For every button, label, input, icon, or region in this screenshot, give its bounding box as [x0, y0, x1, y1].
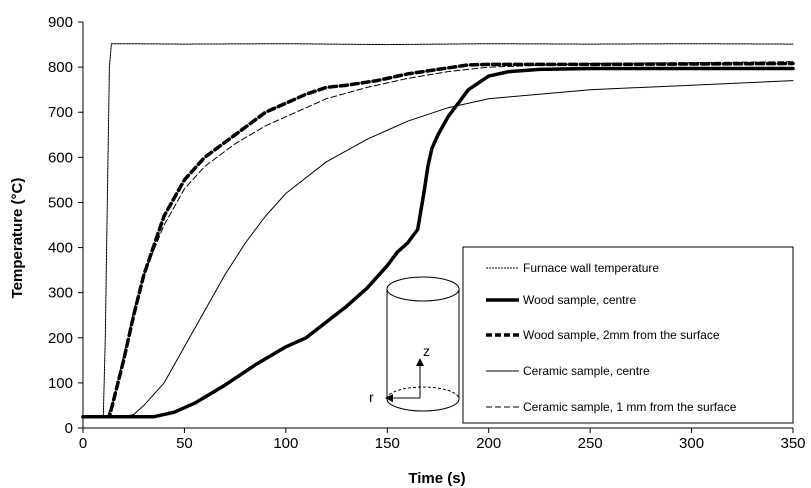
y-tick-label: 500 [48, 194, 73, 211]
tick-layer: 0 50 100 150 200 250 300 350 0 100 200 300 400 500 600… [48, 14, 806, 452]
series-layer [81, 43, 795, 419]
series-line-wood-sample-centre [81, 66, 795, 419]
series-line-wood-sample-2mm-from-the-surface [81, 61, 795, 419]
inset-label-r: r [369, 389, 374, 405]
r-arrow-head [385, 394, 393, 402]
y-tick-label: 0 [65, 420, 73, 437]
series-line-furnace-wall-temperature [82, 43, 794, 418]
legend-label-furnace: Furnace wall temperature [523, 261, 659, 275]
series-line-ceramic-sample-centre [82, 80, 794, 418]
cylinder-bottom-front [386, 398, 460, 412]
legend: Furnace wall temperature Wood sample, ce… [369, 246, 794, 424]
cylinder-inset-diagram: z r [369, 276, 460, 412]
y-tick-label: 200 [48, 330, 73, 347]
y-axis-title: Temperature (°C) [9, 178, 26, 299]
legend-label-wood-2mm: Wood sample, 2mm from the surface [523, 328, 720, 342]
y-tick-label: 700 [48, 104, 73, 121]
y-tick-label: 400 [48, 240, 73, 257]
x-tick-label: 0 [79, 435, 87, 452]
x-tick-label: 200 [476, 435, 501, 452]
cylinder-bottom-back [386, 386, 460, 400]
y-tick-label: 600 [48, 149, 73, 166]
x-tick-label: 300 [679, 435, 704, 452]
z-arrow-head [416, 358, 424, 366]
x-tick-label: 100 [273, 435, 298, 452]
series-line-ceramic-sample-1-mm-from-the-surface [82, 61, 794, 418]
legend-label-wood-centre: Wood sample, centre [523, 293, 636, 307]
y-tick-label: 900 [48, 14, 73, 31]
y-tick-label: 800 [48, 59, 73, 76]
x-tick-label: 50 [176, 435, 193, 452]
legend-label-ceramic-1mm: Ceramic sample, 1 mm from the surface [523, 400, 737, 414]
y-tick-label: 100 [48, 375, 73, 392]
x-axis-title: Time (s) [408, 470, 465, 487]
x-tick-label: 250 [578, 435, 603, 452]
legend-label-ceramic-centre: Ceramic sample, centre [523, 364, 650, 378]
axes-layer [82, 22, 793, 429]
inset-label-z: z [423, 343, 430, 359]
x-tick-label: 350 [780, 435, 805, 452]
y-tick-label: 300 [48, 285, 73, 302]
x-tick-label: 150 [375, 435, 400, 452]
